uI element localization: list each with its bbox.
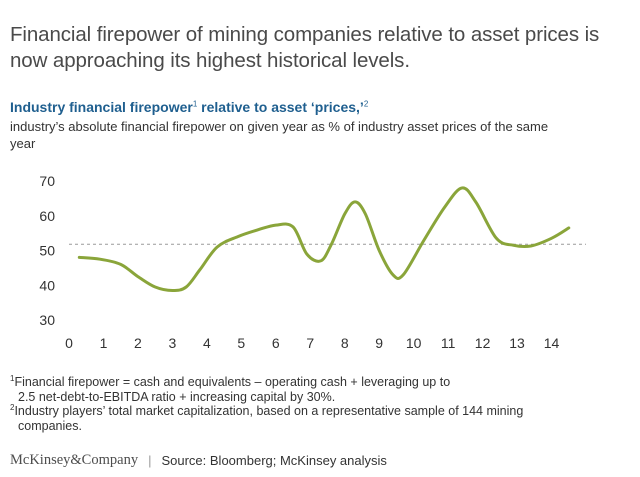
x-tick-label: 10 [406, 335, 422, 351]
x-tick-label: 1 [100, 335, 108, 351]
x-tick-label: 5 [237, 335, 245, 351]
bottom-bar: McKinsey&Company | Source: Bloomberg; Mc… [10, 452, 387, 469]
y-axis: 30 40 50 60 70 [39, 173, 55, 328]
chart-title-sup-b: 2 [363, 99, 369, 109]
y-tick-label: 30 [39, 312, 55, 328]
x-tick-label: 7 [306, 335, 314, 351]
x-tick-label: 6 [272, 335, 280, 351]
series-line [77, 186, 571, 292]
x-tick-label: 2 [134, 335, 142, 351]
x-tick-label: 4 [203, 335, 211, 351]
brand-logo: McKinsey&Company [10, 452, 139, 468]
headline: Financial firepower of mining companies … [10, 23, 600, 72]
chart-title-text-b: relative to asset ‘prices,’ [197, 99, 364, 115]
footnote-1-line2: 2.5 net-debt-to-EBITDA ratio + increasin… [18, 389, 336, 404]
x-tick-label: 11 [441, 335, 456, 351]
x-tick-label: 9 [375, 335, 383, 351]
x-tick-label: 3 [169, 335, 177, 351]
x-axis: 0 1 2 3 4 5 6 7 8 9 10 11 12 13 14 [65, 335, 559, 351]
x-tick-label: 0 [65, 335, 73, 351]
y-tick-label: 60 [39, 208, 55, 224]
chart-title-text-a: Industry financial firepower [10, 99, 193, 115]
footnote-2-num: 2 [10, 402, 15, 412]
chart-title-sup-a: 1 [192, 99, 198, 109]
footnote-2-line1: Industry players’ total market capitaliz… [14, 404, 524, 418]
y-tick-label: 50 [39, 243, 55, 259]
footnotes: 1Financial firepower = cash and equivale… [10, 373, 610, 433]
x-tick-label: 12 [475, 335, 491, 351]
footnote-1-line1: Financial firepower = cash and equivalen… [14, 375, 451, 389]
divider: | [148, 453, 152, 468]
x-tick-label: 8 [341, 335, 349, 351]
chart-subtitle: industry’s absolute financial firepower … [10, 119, 549, 151]
footnote-2: 2Industry players’ total market capitali… [10, 402, 610, 433]
source-note: Source: Bloomberg; McKinsey analysis [161, 453, 387, 468]
y-tick-label: 40 [39, 277, 55, 293]
y-tick-label: 70 [39, 173, 55, 189]
footnote-1-num: 1 [10, 373, 15, 383]
x-tick-label: 13 [509, 335, 525, 351]
chart-title: Industry financial firepower1 relative t… [10, 99, 368, 115]
x-tick-label: 14 [544, 335, 560, 351]
footnote-1: 1Financial firepower = cash and equivale… [10, 373, 610, 404]
footnote-2-line2: companies. [18, 418, 82, 433]
